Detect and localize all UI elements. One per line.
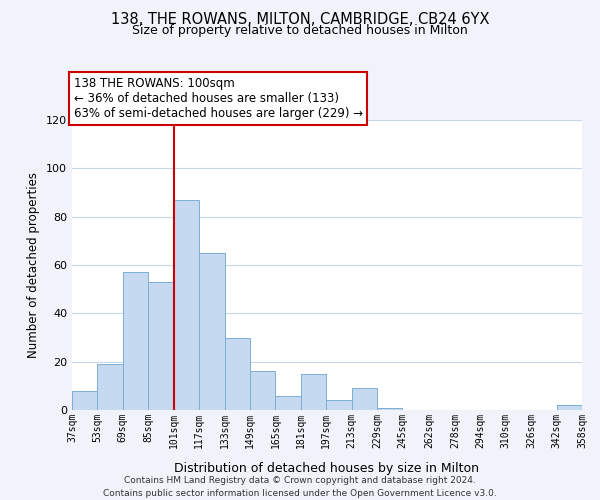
Bar [199,253,224,410]
Text: Contains HM Land Registry data © Crown copyright and database right 2024.
Contai: Contains HM Land Registry data © Crown c… [103,476,497,498]
Bar [224,338,250,410]
Text: 138, THE ROWANS, MILTON, CAMBRIDGE, CB24 6YX: 138, THE ROWANS, MILTON, CAMBRIDGE, CB24… [111,12,489,28]
Text: 138 THE ROWANS: 100sqm
← 36% of detached houses are smaller (133)
63% of semi-de: 138 THE ROWANS: 100sqm ← 36% of detached… [74,77,363,120]
Bar [148,282,173,410]
Bar [97,364,123,410]
Bar [173,200,199,410]
Text: Size of property relative to detached houses in Milton: Size of property relative to detached ho… [132,24,468,37]
Bar [352,388,377,410]
Bar [301,374,326,410]
Bar [250,372,275,410]
Bar [275,396,301,410]
Bar [326,400,352,410]
Bar [72,390,97,410]
Y-axis label: Number of detached properties: Number of detached properties [28,172,40,358]
Bar [377,408,403,410]
X-axis label: Distribution of detached houses by size in Milton: Distribution of detached houses by size … [175,462,479,475]
Bar [557,405,582,410]
Bar [123,272,148,410]
